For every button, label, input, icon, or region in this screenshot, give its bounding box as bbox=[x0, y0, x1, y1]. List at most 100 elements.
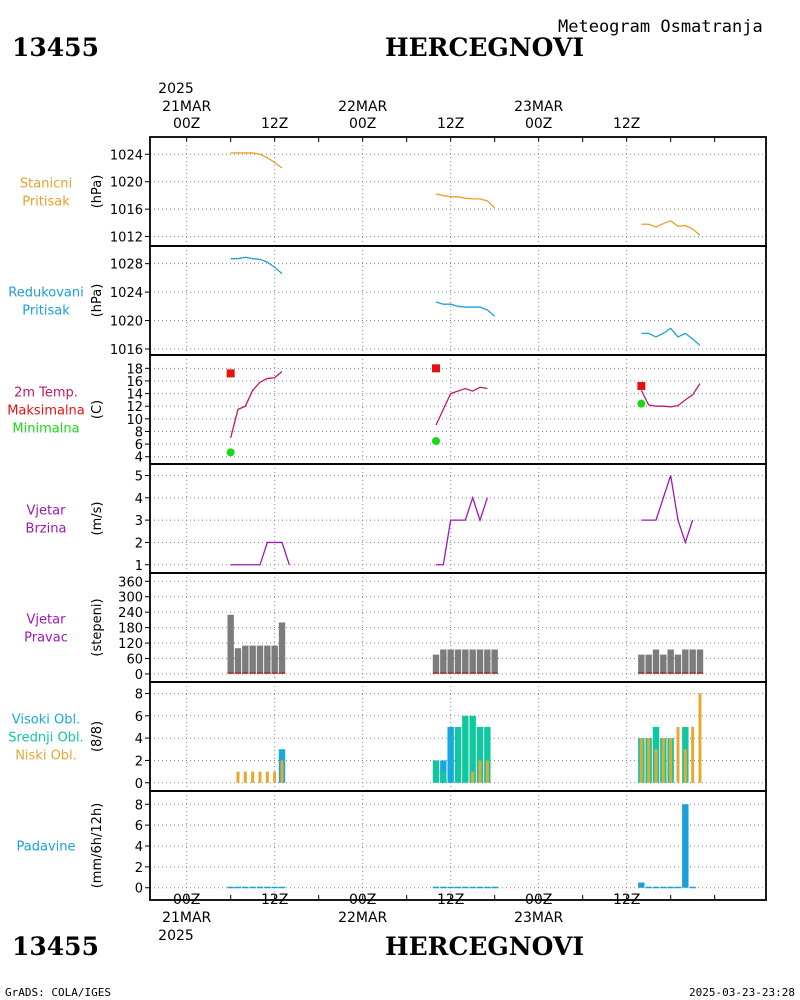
bottom-day-label: 22MAR bbox=[338, 910, 387, 926]
y-axis-label: (stepeni) bbox=[90, 598, 105, 656]
cloud-mid-bar bbox=[440, 771, 447, 783]
y-tick-label: 1028 bbox=[110, 258, 143, 273]
panel-4: 1 2 3 4 5 (m/s) Vjetar Brzina bbox=[26, 463, 767, 574]
data-bar bbox=[454, 886, 462, 889]
panel-label-line: Minimalna bbox=[12, 422, 79, 437]
y-tick-label: 4 bbox=[135, 451, 143, 466]
panel-label-line: Niski Obl. bbox=[15, 749, 77, 764]
panels-group: 1012101610201024(hPa)StanicniPritisak101… bbox=[7, 136, 767, 901]
panel-label-line: Maksimalna bbox=[7, 404, 85, 419]
top-day-label: 21MAR bbox=[162, 99, 211, 115]
data-bar bbox=[271, 886, 278, 889]
panel-label-line: Pritisak bbox=[22, 195, 70, 210]
data-bar bbox=[440, 886, 447, 889]
panel-label-line: Padavine bbox=[17, 840, 76, 855]
panel-frame bbox=[149, 245, 767, 356]
y-tick-label: 120 bbox=[118, 637, 143, 652]
y-tick-label: 1024 bbox=[110, 286, 143, 301]
y-axis-label: (mm/6h/12h) bbox=[90, 803, 105, 889]
y-axis-label: (8/8) bbox=[90, 721, 105, 752]
data-bar bbox=[476, 649, 484, 674]
panel-label-line: Vjetar bbox=[27, 613, 67, 628]
y-tick-label: 1024 bbox=[110, 148, 143, 163]
panel-label-line: Visoki Obl. bbox=[12, 713, 80, 728]
panel-frame bbox=[149, 463, 767, 574]
cloud-low-bar bbox=[478, 760, 482, 783]
top-hour-label: 12Z bbox=[437, 116, 464, 132]
top-hour-label: 12Z bbox=[261, 116, 288, 132]
y-tick-label: 240 bbox=[118, 606, 143, 621]
bottom-day-label: 23MAR bbox=[514, 910, 563, 926]
data-bar bbox=[242, 645, 249, 674]
data-bar bbox=[696, 649, 704, 674]
y-tick-label: 12 bbox=[126, 400, 143, 415]
cloud-mid-bar bbox=[476, 726, 484, 783]
y-tick-label: 1012 bbox=[110, 231, 143, 246]
y-tick-label: 2 bbox=[135, 861, 143, 876]
data-bar bbox=[652, 886, 660, 889]
y-tick-label: 8 bbox=[135, 425, 143, 440]
series-line bbox=[230, 256, 283, 275]
y-tick-label: 180 bbox=[118, 622, 143, 637]
bottom-hour-label: 12Z bbox=[437, 892, 464, 908]
cloud-high-bar bbox=[447, 726, 454, 783]
cloud-low-bar bbox=[683, 749, 687, 783]
data-bar bbox=[645, 654, 652, 674]
top-hour-label: 00Z bbox=[525, 116, 552, 132]
y-tick-label: 6 bbox=[135, 438, 143, 453]
data-bar bbox=[264, 645, 271, 674]
tmin-marker bbox=[226, 448, 235, 457]
cloud-low-bar bbox=[243, 771, 247, 783]
y-tick-label: 2 bbox=[135, 536, 143, 551]
product-title: Meteogram Osmatranja bbox=[558, 17, 763, 37]
y-tick-label: 1016 bbox=[110, 203, 143, 218]
data-bar bbox=[469, 886, 476, 889]
y-tick-label: 4 bbox=[135, 840, 143, 855]
data-bar bbox=[491, 649, 498, 674]
tmax-marker bbox=[637, 382, 646, 390]
y-axis-label: (hPa) bbox=[90, 175, 105, 209]
y-tick-label: 0 bbox=[135, 668, 143, 683]
data-bar bbox=[432, 886, 440, 889]
panel-label-line: Vjetar bbox=[27, 504, 67, 519]
data-bar bbox=[447, 649, 454, 674]
credit-label: GrADS: COLA/IGES bbox=[5, 986, 111, 999]
panel-label-line: Brzina bbox=[26, 522, 67, 537]
panel-2: 1016 1020 1024 1028 (hPa) Redukovani Pritisak bbox=[8, 245, 767, 358]
bottom-day-label: 21MAR bbox=[162, 910, 211, 926]
cloud-low-bar bbox=[698, 693, 702, 783]
y-tick-label: 14 bbox=[126, 388, 143, 403]
data-bar bbox=[652, 649, 660, 674]
top-hour-label: 00Z bbox=[173, 116, 200, 132]
y-tick-label: 360 bbox=[118, 575, 143, 590]
cloud-low-bar bbox=[273, 771, 277, 783]
data-bar bbox=[689, 649, 696, 674]
bottom-hour-label: 00Z bbox=[525, 892, 552, 908]
data-bar bbox=[667, 649, 674, 674]
data-bar bbox=[234, 648, 242, 674]
data-bar bbox=[256, 886, 264, 889]
panel-label-line: 2m Temp. bbox=[14, 386, 78, 401]
y-axis-label: (C) bbox=[90, 400, 105, 419]
panel-frame bbox=[149, 790, 767, 901]
panel-frame bbox=[149, 354, 767, 465]
y-tick-label: 16 bbox=[126, 375, 143, 390]
series-line bbox=[230, 370, 283, 438]
y-tick-label: 4 bbox=[135, 732, 143, 747]
y-tick-label: 1 bbox=[135, 559, 143, 574]
data-bar bbox=[227, 886, 234, 889]
cloud-low-bar bbox=[676, 726, 680, 783]
data-bar bbox=[462, 649, 469, 674]
tmax-marker bbox=[226, 369, 235, 378]
panel-1: 1012 1016 1020 1024 (hPa) Stanicni Pritisak bbox=[20, 136, 767, 247]
tmin-marker bbox=[432, 436, 440, 445]
panel-7: 0 2 4 6 8 (mm/6h/12h) Padavine bbox=[17, 790, 767, 901]
series-line bbox=[435, 193, 496, 209]
y-tick-label: 8 bbox=[135, 687, 143, 702]
data-bar bbox=[689, 886, 696, 889]
bottom-time-axis: 2025 00Z 21MAR 12Z 00Z 22MAR 12Z 00Z 23MAR 12Z bbox=[158, 892, 640, 944]
y-tick-label: 2 bbox=[135, 754, 143, 769]
